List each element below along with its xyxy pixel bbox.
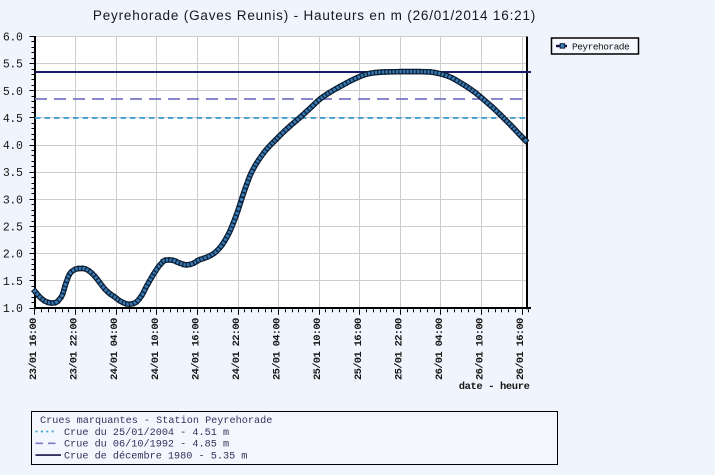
svg-text:Crue du 06/10/1992 - 4.85 m: Crue du 06/10/1992 - 4.85 m: [64, 439, 229, 451]
svg-text:Crue du 25/01/2004 - 4.51 m: Crue du 25/01/2004 - 4.51 m: [64, 427, 229, 439]
svg-text:25/01 04:00: 25/01 04:00: [272, 318, 284, 380]
svg-text:25/01 16:00: 25/01 16:00: [353, 318, 365, 380]
svg-text:5.0: 5.0: [3, 86, 23, 99]
svg-text:26/01 10:00: 26/01 10:00: [475, 318, 487, 380]
svg-text:1.0: 1.0: [3, 303, 23, 316]
svg-text:2.5: 2.5: [3, 222, 23, 235]
svg-text:2.0: 2.0: [3, 249, 23, 262]
svg-text:26/01 04:00: 26/01 04:00: [434, 318, 446, 380]
svg-text:1.5: 1.5: [3, 276, 23, 289]
svg-text:23/01 16:00: 23/01 16:00: [28, 318, 40, 380]
svg-text:23/01 22:00: 23/01 22:00: [69, 318, 81, 380]
svg-text:4.5: 4.5: [3, 113, 23, 126]
svg-text:25/01 22:00: 25/01 22:00: [393, 318, 405, 380]
svg-text:4.0: 4.0: [3, 140, 23, 153]
svg-text:Peyrehorade: Peyrehorade: [572, 42, 630, 53]
svg-text:date - heure: date - heure: [459, 381, 530, 393]
svg-text:24/01 16:00: 24/01 16:00: [190, 318, 202, 380]
svg-text:24/01 10:00: 24/01 10:00: [150, 318, 162, 380]
svg-text:3.5: 3.5: [3, 167, 23, 180]
svg-text:3.0: 3.0: [3, 194, 23, 207]
svg-text:Crues marquantes - Station Pey: Crues marquantes - Station Peyrehorade: [40, 415, 272, 427]
svg-text:24/01 04:00: 24/01 04:00: [109, 318, 121, 380]
svg-text:26/01 16:00: 26/01 16:00: [515, 318, 527, 380]
svg-text:25/01 10:00: 25/01 10:00: [312, 318, 324, 380]
svg-text:Crue de décembre 1980 - 5.35 m: Crue de décembre 1980 - 5.35 m: [64, 450, 247, 462]
svg-text:5.5: 5.5: [3, 59, 23, 72]
svg-text:6.0: 6.0: [3, 32, 23, 45]
svg-text:24/01 22:00: 24/01 22:00: [231, 318, 243, 380]
